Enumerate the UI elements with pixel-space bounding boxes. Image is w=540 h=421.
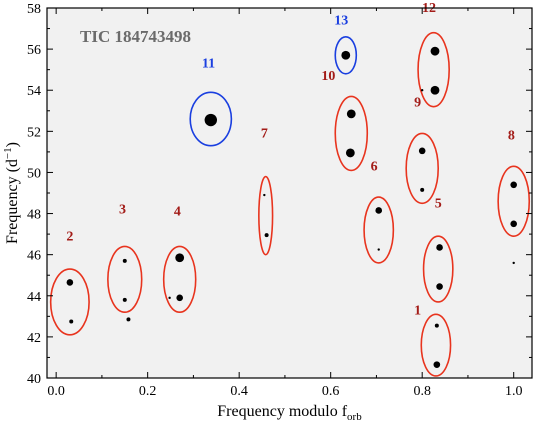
data-point bbox=[204, 113, 218, 127]
group-label-13: 13 bbox=[334, 13, 348, 28]
data-point bbox=[377, 248, 380, 251]
group-label-5: 5 bbox=[435, 196, 442, 211]
group-ellipse-11 bbox=[189, 91, 233, 147]
x-axis-label-main: Frequency modulo f bbox=[217, 403, 347, 420]
data-point bbox=[69, 319, 74, 324]
data-point bbox=[264, 233, 269, 238]
group-ellipse-8 bbox=[497, 165, 531, 237]
data-point bbox=[420, 89, 424, 92]
x-tick-label: 0.2 bbox=[139, 384, 157, 399]
data-point bbox=[263, 193, 266, 197]
chart-annotation: TIC 184743498 bbox=[80, 27, 191, 46]
y-axis-label-main: Frequency (d bbox=[4, 159, 21, 244]
group-label-2: 2 bbox=[66, 229, 73, 244]
group-ellipse-13 bbox=[334, 35, 358, 75]
x-tick-label: 0.4 bbox=[230, 384, 248, 399]
data-point bbox=[168, 296, 171, 300]
group-label-9: 9 bbox=[414, 96, 421, 111]
data-point bbox=[436, 283, 443, 290]
y-tick-label: 54 bbox=[27, 84, 41, 99]
data-point bbox=[122, 258, 127, 263]
data-point bbox=[175, 253, 185, 263]
group-ellipse-4 bbox=[162, 245, 197, 314]
x-tick-label: 1.0 bbox=[505, 384, 523, 399]
y-axis-label: Frequency (d−1) bbox=[2, 142, 21, 244]
y-tick-label: 48 bbox=[27, 208, 41, 223]
group-ellipse-7 bbox=[258, 175, 274, 256]
x-tick-label: 0.8 bbox=[413, 384, 431, 399]
group-ellipse-3 bbox=[107, 245, 143, 314]
group-label-1: 1 bbox=[414, 303, 421, 318]
data-point bbox=[345, 148, 355, 158]
group-ellipse-9 bbox=[405, 132, 440, 205]
plot-area bbox=[47, 8, 532, 378]
data-point bbox=[418, 147, 426, 155]
data-point bbox=[375, 207, 383, 214]
data-point bbox=[420, 187, 425, 192]
data-point bbox=[176, 294, 183, 302]
data-point bbox=[512, 261, 515, 265]
data-point bbox=[510, 181, 517, 189]
group-ellipse-12 bbox=[417, 31, 450, 108]
group-ellipse-10 bbox=[334, 95, 369, 172]
group-label-4: 4 bbox=[174, 205, 181, 220]
data-point bbox=[434, 323, 439, 328]
data-point bbox=[346, 109, 356, 119]
data-point bbox=[122, 297, 127, 302]
group-ellipse-1 bbox=[420, 313, 452, 377]
data-point bbox=[126, 317, 131, 322]
data-point bbox=[66, 279, 74, 286]
y-tick-label: 46 bbox=[27, 249, 41, 264]
data-point bbox=[341, 50, 351, 60]
x-tick-label: 0.0 bbox=[47, 384, 65, 399]
y-axis-label-close: ) bbox=[4, 142, 21, 147]
x-axis-label-subscript: orb bbox=[347, 411, 362, 421]
y-tick-label: 50 bbox=[27, 166, 41, 181]
group-ellipse-2 bbox=[49, 268, 90, 336]
group-label-7: 7 bbox=[261, 127, 268, 142]
data-point bbox=[433, 361, 441, 368]
data-point bbox=[510, 220, 517, 228]
group-label-10: 10 bbox=[321, 69, 335, 84]
group-label-8: 8 bbox=[508, 129, 515, 144]
y-axis-label-superscript: −1 bbox=[2, 147, 14, 159]
y-tick-label: 52 bbox=[27, 125, 41, 140]
group-ellipse-6 bbox=[363, 196, 395, 264]
group-label-11: 11 bbox=[202, 57, 215, 72]
y-tick-label: 58 bbox=[27, 2, 41, 17]
y-tick-label: 56 bbox=[27, 43, 41, 58]
y-tick-label: 42 bbox=[27, 331, 41, 346]
y-tick-label: 44 bbox=[27, 290, 41, 305]
group-ellipse-5 bbox=[422, 235, 454, 303]
group-label-3: 3 bbox=[119, 203, 126, 218]
group-label-12: 12 bbox=[422, 1, 436, 16]
data-point bbox=[430, 46, 440, 56]
y-tick-label: 40 bbox=[27, 372, 41, 387]
group-label-6: 6 bbox=[371, 159, 378, 174]
data-point bbox=[430, 85, 440, 95]
x-tick-label: 0.6 bbox=[322, 384, 340, 399]
data-point bbox=[436, 244, 443, 251]
x-axis-label: Frequency modulo forb bbox=[217, 403, 362, 421]
